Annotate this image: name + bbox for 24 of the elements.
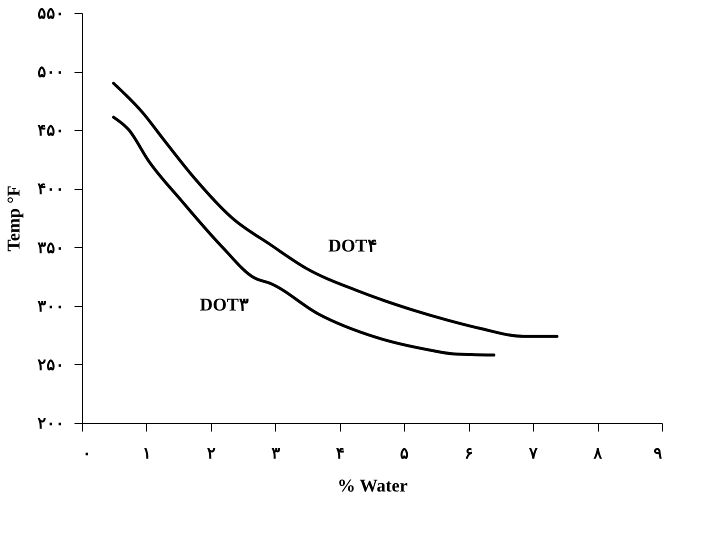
- x-tick-label: ۱: [142, 446, 152, 462]
- x-tick-label: ۶: [464, 446, 474, 462]
- y-tick-label: ۳۵۰: [38, 240, 64, 257]
- series-label: DOT۳: [200, 294, 249, 315]
- y-tick-label: ۵۵۰: [38, 6, 64, 22]
- x-tick-label: ۴: [336, 446, 345, 462]
- y-tick-label: ۲۰۰: [38, 416, 64, 432]
- x-tick-label: ۹: [654, 446, 662, 462]
- line-series: [112, 116, 496, 357]
- y-axis-title: Temp °F: [4, 185, 24, 252]
- y-tick-label: ۴۵۰: [38, 122, 64, 140]
- x-tick-label: ۵: [400, 446, 410, 462]
- series-label: DOT۴: [328, 235, 378, 256]
- x-tick-label: ۰: [82, 446, 92, 462]
- x-axis-title: % Water: [337, 476, 408, 496]
- y-tick-label: ۳۰۰: [38, 298, 64, 316]
- y-tick-label: ۲۵۰: [38, 356, 64, 374]
- x-tick-label: ۳: [271, 446, 280, 462]
- x-tick-label: ۸: [592, 446, 603, 462]
- x-tick-label: ۷: [528, 446, 538, 462]
- y-tick-label: ۵۰۰: [38, 64, 64, 82]
- y-tick-label: ۴۰۰: [38, 181, 64, 198]
- x-tick-label: ۲: [206, 446, 216, 462]
- line-series: [112, 82, 558, 338]
